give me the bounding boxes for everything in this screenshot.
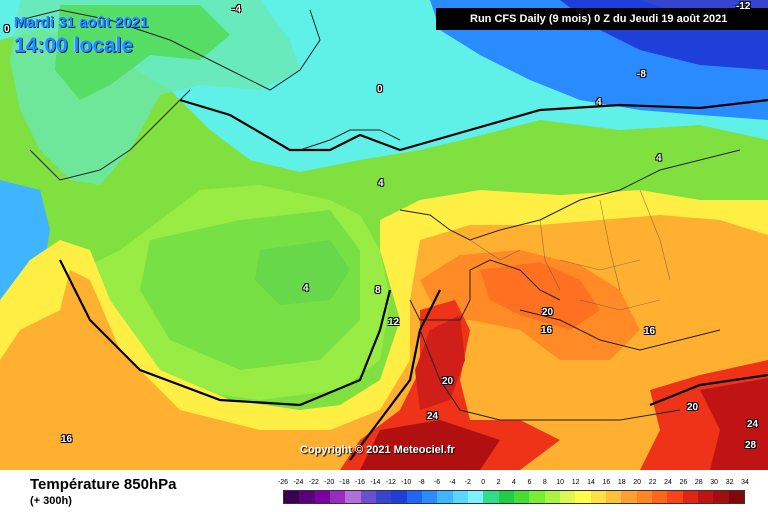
legend-tick-label: -8 xyxy=(418,479,425,486)
color-scale-swatch xyxy=(590,491,606,503)
parameter-title: Température 850hPa xyxy=(30,476,177,493)
contour-label: 16 xyxy=(541,325,553,336)
contour-label: 12 xyxy=(388,317,400,328)
color-scale-swatch xyxy=(284,491,300,503)
temperature-map xyxy=(0,0,768,470)
color-scale-swatch xyxy=(452,491,468,503)
legend-tick-label: 10 xyxy=(556,479,565,486)
color-scale-swatch xyxy=(559,491,576,503)
contour-label: -12 xyxy=(736,1,751,12)
legend-ticks: -26 -24 -22 -20 -18 -16 -14 -12 -10 -8 -6 -4 -2 0 2 4 6 8… xyxy=(278,479,749,491)
legend-tick-label: 32 xyxy=(725,479,734,486)
legend-tick-label: -24 xyxy=(293,479,304,486)
legend-tick-label: 2 xyxy=(496,479,501,486)
contour-label: -8 xyxy=(637,69,646,80)
forecast-date: Mardi 31 août 2021 xyxy=(14,14,149,31)
color-scale-swatch xyxy=(529,491,545,503)
legend-tick-label: -26 xyxy=(277,479,289,486)
color-scale-swatch xyxy=(467,491,484,503)
color-scale-swatch xyxy=(544,491,560,503)
contour-label: 28 xyxy=(745,440,757,451)
legend-tick-label: 34 xyxy=(741,479,749,486)
legend-tick-label: -2 xyxy=(464,479,471,486)
legend-tick-label: -20 xyxy=(324,479,335,486)
color-scale-swatch xyxy=(575,491,591,503)
contour-label: 20 xyxy=(442,376,454,387)
color-scale-swatch xyxy=(728,491,744,503)
contour-label: 24 xyxy=(427,411,439,422)
color-scale xyxy=(283,490,745,504)
contour-label: 24 xyxy=(747,419,759,430)
color-scale-swatch xyxy=(391,491,407,503)
contour-label: 20 xyxy=(687,402,699,413)
legend-tick-label: 30 xyxy=(710,479,719,486)
color-scale-swatch xyxy=(406,491,422,503)
color-scale-swatch xyxy=(437,491,453,503)
legend-tick-label: -18 xyxy=(339,479,350,486)
color-scale-swatch xyxy=(621,491,637,503)
copyright: Copyright © 2021 Meteociel.fr xyxy=(300,444,455,456)
legend-tick-label: -10 xyxy=(401,479,412,486)
contour-label: 4 xyxy=(596,97,602,108)
legend-tick-label: -14 xyxy=(370,479,381,486)
color-scale-swatch xyxy=(697,491,714,503)
contour-label: 4 xyxy=(378,178,384,189)
color-scale-swatch xyxy=(345,491,361,503)
color-scale-swatch xyxy=(360,491,376,503)
color-scale-swatch xyxy=(605,491,622,503)
legend-tick-label: 26 xyxy=(679,479,688,486)
legend-tick-label: 6 xyxy=(527,479,532,486)
color-scale-swatch xyxy=(375,491,392,503)
color-scale-swatch xyxy=(513,491,530,503)
footer: Température 850hPa (+ 300h) -26 -24 -22 -20… xyxy=(0,470,768,512)
color-scale-swatch xyxy=(667,491,683,503)
legend-tick-label: 0 xyxy=(481,479,486,486)
color-scale-swatch xyxy=(713,491,729,503)
forecast-step: (+ 300h) xyxy=(30,495,72,507)
legend-tick-label: 20 xyxy=(633,479,642,486)
legend-tick-label: -12 xyxy=(385,479,396,486)
legend-tick-label: 4 xyxy=(512,479,516,486)
color-scale-swatch xyxy=(329,491,346,503)
legend-tick-label: 24 xyxy=(664,479,672,486)
contour-label: 4 xyxy=(656,153,662,164)
color-scale-swatch xyxy=(299,491,315,503)
legend-tick-label: -16 xyxy=(354,479,366,486)
legend-tick-label: 16 xyxy=(602,479,611,486)
contour-label: 20 xyxy=(542,307,554,318)
color-scale-swatch xyxy=(314,491,330,503)
legend-tick-label: 14 xyxy=(587,479,595,486)
forecast-time: 14:00 locale xyxy=(14,34,134,57)
legend-tick-label: -6 xyxy=(433,479,441,486)
color-scale-swatch xyxy=(421,491,438,503)
color-scale-swatch xyxy=(682,491,698,503)
color-scale-swatch xyxy=(483,491,499,503)
contour-label: 4 xyxy=(303,283,309,294)
contour-label: -4 xyxy=(232,4,241,15)
legend-tick-label: 28 xyxy=(694,479,703,486)
contour-label: 16 xyxy=(644,326,656,337)
legend-tick-label: 22 xyxy=(648,479,657,486)
legend-tick-label: 12 xyxy=(571,479,580,486)
legend-tick-label: 8 xyxy=(542,479,547,486)
legend-tick-label: -22 xyxy=(308,479,319,486)
contour-label: 16 xyxy=(61,434,73,445)
color-scale-swatch xyxy=(651,491,668,503)
color-scale-swatch xyxy=(498,491,514,503)
model-run-info: Run CFS Daily (9 mois) 0 Z du Jeudi 19 a… xyxy=(436,8,768,30)
contour-label: 0 xyxy=(377,84,383,95)
contour-label: 8 xyxy=(375,285,381,296)
legend-tick-label: -4 xyxy=(449,479,456,486)
color-scale-swatch xyxy=(636,491,652,503)
contour-label: 0 xyxy=(4,24,10,35)
legend-tick-label: 18 xyxy=(617,479,626,486)
